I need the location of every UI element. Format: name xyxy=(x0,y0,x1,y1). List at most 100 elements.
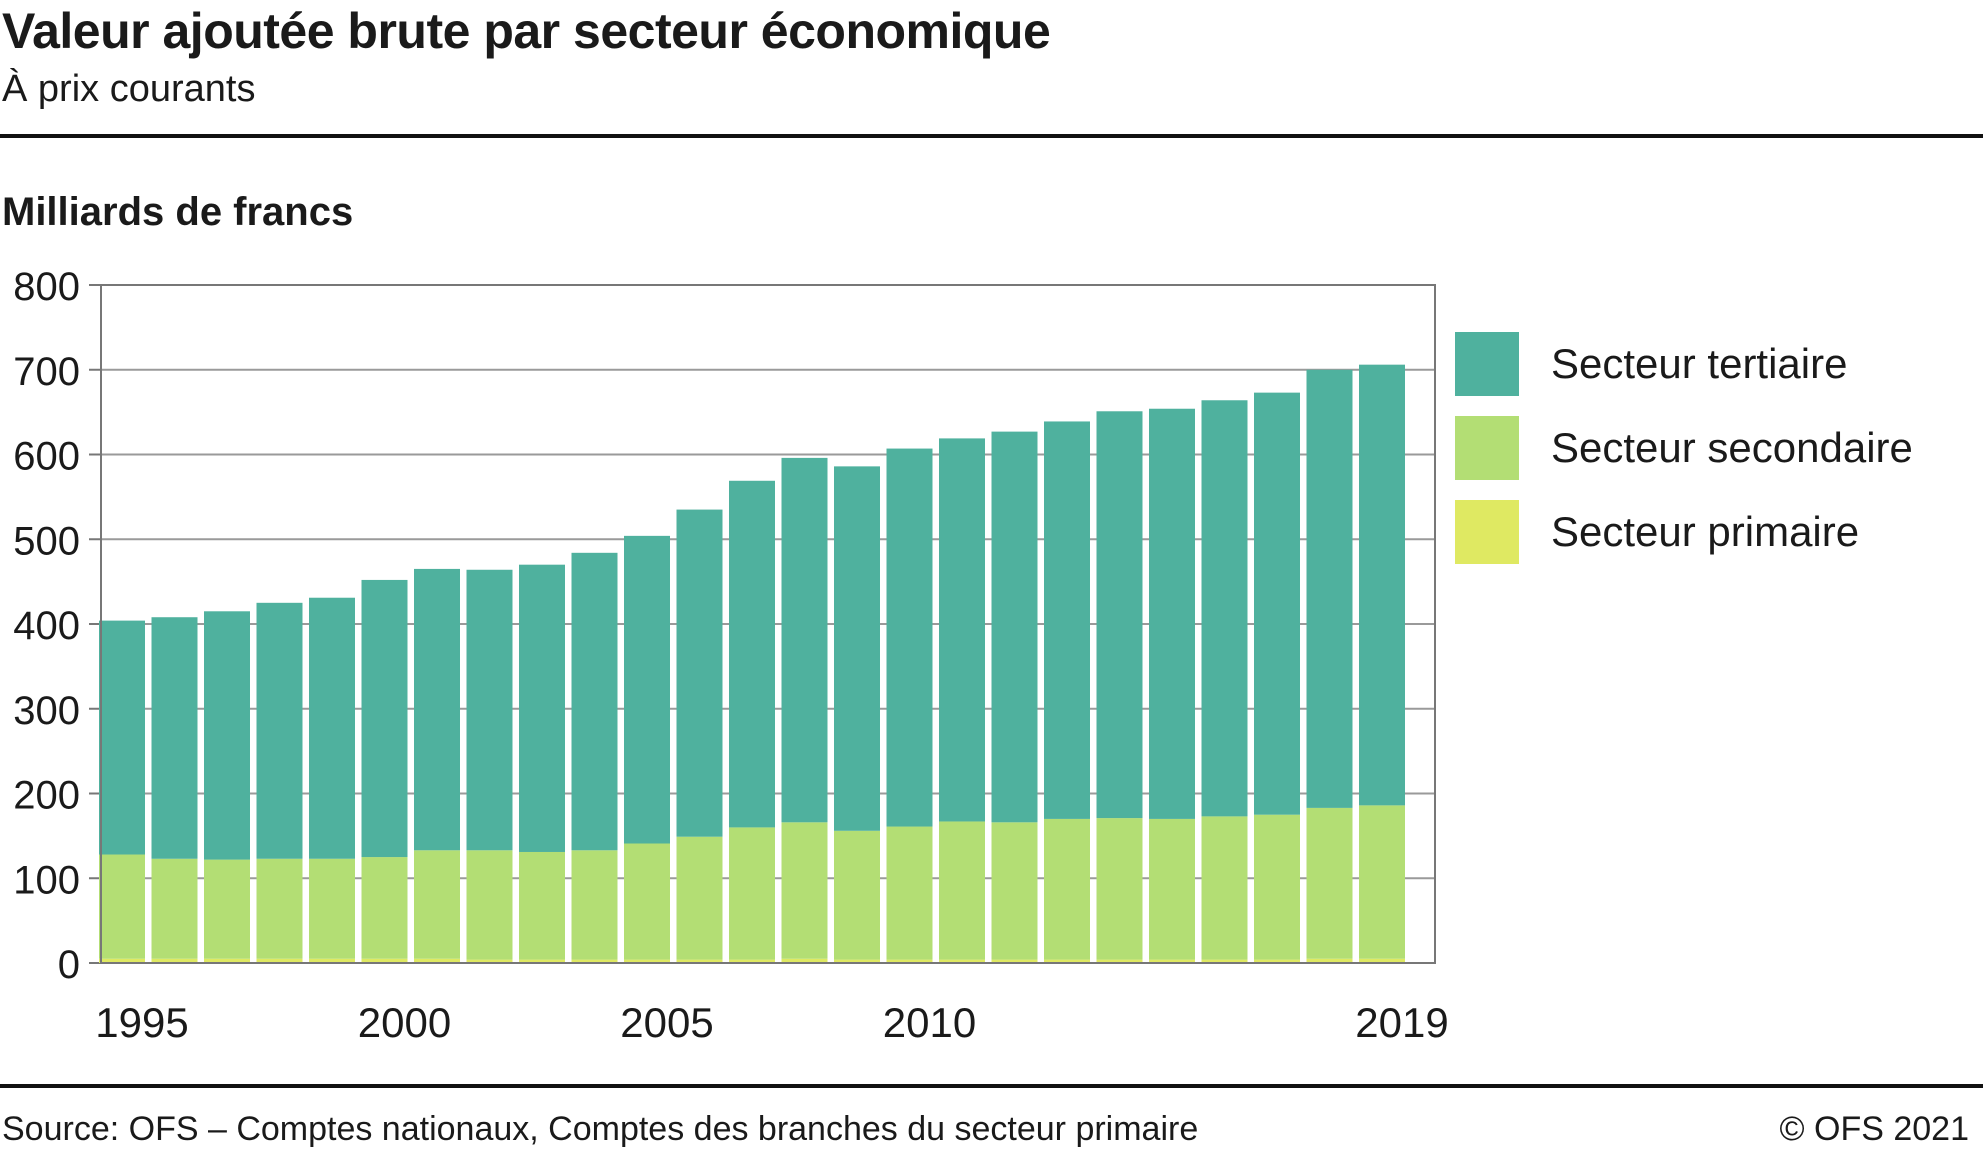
bar-segment-tertiaire xyxy=(1306,369,1353,808)
y-tick-label: 600 xyxy=(13,435,80,479)
bar-segment-tertiaire xyxy=(519,564,565,852)
chart-subtitle: À prix courants xyxy=(2,68,256,110)
bar-segment-tertiaire xyxy=(939,438,985,822)
bar-segment-primaire xyxy=(939,959,985,963)
bar-segment-secondaire xyxy=(1201,816,1248,960)
bar-segment-secondaire xyxy=(676,836,723,960)
bar-segment-tertiaire xyxy=(624,535,670,844)
bar-segment-tertiaire xyxy=(1149,408,1195,819)
x-tick-label: 2010 xyxy=(883,999,976,1046)
x-tick-label: 2000 xyxy=(358,999,451,1046)
bar-segment-primaire xyxy=(361,958,408,963)
bar-segment-tertiaire xyxy=(676,509,723,837)
bar-segment-primaire xyxy=(624,959,670,963)
bar-segment-tertiaire xyxy=(361,579,408,858)
bar-segment-secondaire xyxy=(781,822,828,959)
bar-segment-primaire xyxy=(204,958,250,963)
legend-label-primaire: Secteur primaire xyxy=(1551,508,1859,555)
plot-frame xyxy=(100,284,1436,964)
bar-segment-secondaire xyxy=(886,826,933,960)
bar-segment-secondaire xyxy=(414,850,460,959)
bar-segment-tertiaire xyxy=(1201,400,1248,817)
legend-swatch-primaire xyxy=(1455,500,1519,564)
bar-segment-primaire xyxy=(309,958,355,963)
bar-segment-secondaire xyxy=(99,854,145,959)
legend-swatch-tertiaire xyxy=(1455,332,1519,396)
chart-title: Valeur ajoutée brute par secteur économi… xyxy=(2,3,1051,59)
y-tick-label: 100 xyxy=(13,858,80,902)
y-tick-label: 500 xyxy=(13,519,80,563)
bar-segment-primaire xyxy=(1359,958,1405,963)
x-tick-label: 2005 xyxy=(620,999,713,1046)
bar-segment-tertiaire xyxy=(99,620,145,855)
legend-label-tertiaire: Secteur tertiaire xyxy=(1551,340,1847,387)
bar-segment-primaire xyxy=(414,958,460,963)
y-tick-label: 700 xyxy=(13,350,80,394)
bar-segment-tertiaire xyxy=(256,602,303,859)
bar-segment-tertiaire xyxy=(991,431,1038,823)
bar-segment-primaire xyxy=(1149,959,1195,963)
legend-swatch-secondaire xyxy=(1455,416,1519,480)
bar-segment-primaire xyxy=(571,959,618,963)
bar-segment-secondaire xyxy=(151,858,198,959)
bar-segment-primaire xyxy=(151,958,198,963)
bar-segment-secondaire xyxy=(1359,805,1405,959)
bar-segment-tertiaire xyxy=(204,611,250,860)
bar-segment-tertiaire xyxy=(1096,411,1143,819)
bar-segment-tertiaire xyxy=(466,569,513,851)
y-tick-label: 400 xyxy=(13,604,80,648)
bar-segment-tertiaire xyxy=(834,466,880,831)
bar-segment-primaire xyxy=(1044,959,1090,963)
bar-segment-secondaire xyxy=(519,851,565,960)
bar-segment-secondaire xyxy=(1254,814,1300,960)
bar-segment-tertiaire xyxy=(729,480,775,828)
bar-segment-primaire xyxy=(781,958,828,963)
bar-segment-secondaire xyxy=(204,859,250,959)
bar-segment-secondaire xyxy=(1044,818,1090,960)
y-tick-label: 0 xyxy=(58,943,80,987)
bar-segment-tertiaire xyxy=(1359,364,1405,806)
copyright-note: © OFS 2021 xyxy=(1779,1110,1969,1148)
bar-segment-primaire xyxy=(1254,959,1300,963)
bar-segment-primaire xyxy=(729,959,775,963)
bar-segment-secondaire xyxy=(466,850,513,960)
bar-segment-secondaire xyxy=(1149,818,1195,960)
bar-segment-tertiaire xyxy=(1044,421,1090,819)
bar-segment-tertiaire xyxy=(309,597,355,859)
source-note: Source: OFS – Comptes nationaux, Comptes… xyxy=(2,1110,1199,1148)
y-tick-label: 800 xyxy=(13,265,80,309)
bar-segment-secondaire xyxy=(1306,807,1353,959)
bar-segment-secondaire xyxy=(1096,818,1143,960)
bar-segment-secondaire xyxy=(571,850,618,960)
x-tick-label: 2019 xyxy=(1355,999,1448,1046)
bar-segment-secondaire xyxy=(834,830,880,960)
bar-segment-primaire xyxy=(256,958,303,963)
bar-segment-secondaire xyxy=(256,858,303,959)
bar-segment-tertiaire xyxy=(414,568,460,851)
y-axis-unit-label: Milliards de francs xyxy=(2,190,354,234)
bar-segment-primaire xyxy=(519,959,565,963)
bar-segment-secondaire xyxy=(729,827,775,960)
bar-segment-tertiaire xyxy=(886,448,933,827)
bar-segment-primaire xyxy=(991,959,1038,963)
bar-segment-tertiaire xyxy=(571,552,618,851)
bar-segment-primaire xyxy=(466,959,513,963)
bar-segment-secondaire xyxy=(309,858,355,959)
bar-segment-primaire xyxy=(1201,959,1248,963)
bar-segment-primaire xyxy=(1096,959,1143,963)
legend-label-secondaire: Secteur secondaire xyxy=(1551,424,1913,471)
bar-segment-secondaire xyxy=(939,821,985,960)
bar-segment-tertiaire xyxy=(1254,392,1300,815)
bottom-divider xyxy=(0,1084,1983,1088)
bar-segment-secondaire xyxy=(361,857,408,959)
bar-segment-primaire xyxy=(886,959,933,963)
top-divider xyxy=(0,134,1983,138)
bar-segment-secondaire xyxy=(624,843,670,960)
bar-segment-secondaire xyxy=(991,822,1038,960)
bar-segment-primaire xyxy=(1306,958,1353,963)
bar-segment-tertiaire xyxy=(151,617,198,859)
y-tick-label: 200 xyxy=(13,774,80,818)
y-tick-label: 300 xyxy=(13,689,80,733)
bar-segment-primaire xyxy=(834,959,880,963)
